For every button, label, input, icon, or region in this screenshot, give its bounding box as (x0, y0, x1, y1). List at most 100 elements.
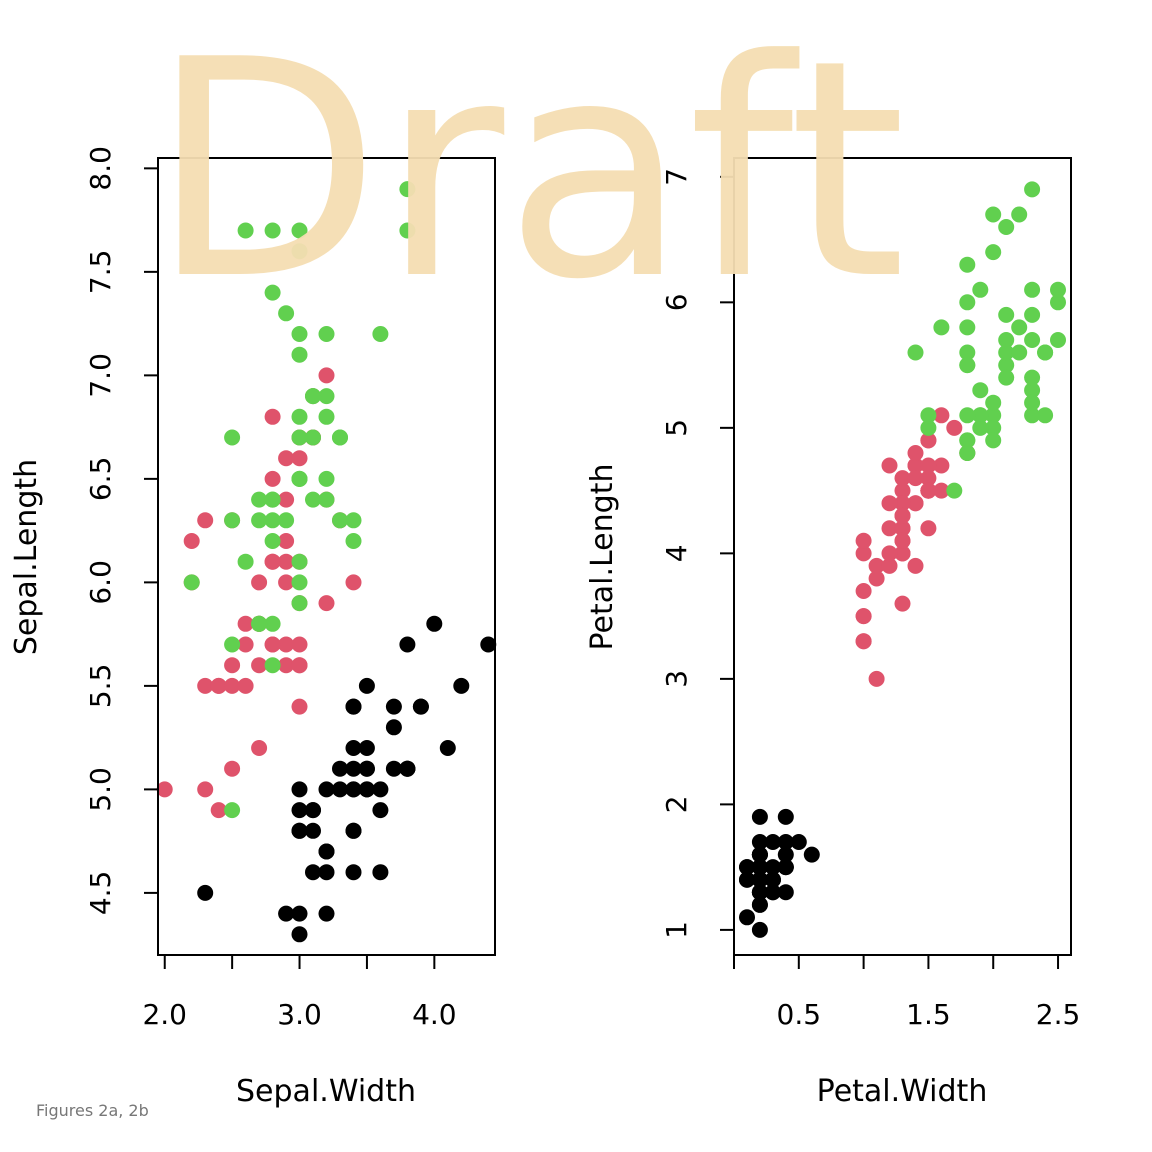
sepal-point-s0-6 (346, 864, 362, 880)
sepal-y-tick-label-7: 8.0 (84, 146, 117, 191)
sepal-point-s1-18 (184, 533, 200, 549)
petal-point-s1-27 (946, 420, 962, 436)
petal-point-s1-47 (895, 508, 911, 524)
petal-x-tick-label-2: 2.5 (1036, 998, 1081, 1031)
sepal-point-s1-19 (224, 657, 240, 673)
sepal-point-s1-9 (251, 740, 267, 756)
sepal-x-tick-label-0: 2.0 (142, 998, 187, 1031)
petal-point-s2-6 (946, 483, 962, 499)
sepal-point-s2-46 (224, 512, 240, 528)
petal-y-tick-label-0: 1 (660, 921, 693, 939)
petal-point-s2-46 (972, 420, 988, 436)
sepal-point-s0-42 (319, 906, 335, 922)
sepal-y-tick-label-1: 5.0 (84, 767, 117, 812)
petal-point-s1-42 (882, 545, 898, 561)
petal-point-s1-30 (869, 571, 885, 587)
petal-point-s1-23 (882, 458, 898, 474)
sepal-point-s2-42 (251, 616, 267, 632)
sepal-point-s2-48 (346, 533, 362, 549)
sepal-point-s2-19 (184, 574, 200, 590)
sepal-y-tick-label-0: 4.5 (84, 871, 117, 916)
sepal-point-s2-32 (265, 492, 281, 508)
petal-point-s2-20 (1024, 332, 1040, 348)
sepal-point-s1-4 (265, 471, 281, 487)
petal-point-s0-23 (791, 834, 807, 850)
petal-point-s2-39 (998, 370, 1014, 386)
sepal-point-s2-49 (292, 595, 308, 611)
sepal-point-s0-32 (440, 740, 456, 756)
sepal-point-s0-48 (386, 719, 402, 735)
petal-point-s2-17 (1011, 207, 1027, 223)
sepal-point-s2-36 (346, 512, 362, 528)
sepal-point-s0-24 (346, 823, 362, 839)
sepal-point-s1-33 (251, 574, 267, 590)
sepal-point-s0-36 (359, 678, 375, 694)
petal-point-s2-2 (998, 307, 1014, 323)
petal-x-ticks: 0.5 1.5 2.5 (734, 955, 1080, 1031)
sepal-point-s1-26 (265, 409, 281, 425)
petal-y-tick-label-2: 3 (660, 670, 693, 688)
petal-point-s0-22 (752, 922, 768, 938)
petal-point-s1-43 (856, 633, 872, 649)
draft-watermark: Draft (150, 0, 906, 345)
sepal-point-s2-47 (292, 471, 308, 487)
sepal-point-s2-27 (292, 554, 308, 570)
sepal-point-s2-2 (292, 347, 308, 363)
sepal-point-s1-34 (292, 699, 308, 715)
sepal-y-axis-title: Sepal.Length (9, 459, 44, 655)
sepal-point-s0-43 (359, 781, 375, 797)
sepal-point-s2-38 (292, 574, 308, 590)
petal-point-s2-35 (1024, 282, 1040, 298)
petal-point-s2-25 (959, 294, 975, 310)
sepal-point-s0-29 (319, 844, 335, 860)
sepal-point-s1-25 (292, 450, 308, 466)
petal-x-tick-label-1: 1.5 (906, 998, 951, 1031)
petal-point-s0-31 (778, 859, 794, 875)
petal-point-s1-26 (908, 445, 924, 461)
sepal-point-s2-44 (332, 430, 348, 446)
sepal-point-s1-37 (197, 512, 213, 528)
sepal-x-tick-label-1: 3.0 (277, 998, 322, 1031)
sepal-point-s1-38 (292, 657, 308, 673)
petal-point-s0-24 (752, 809, 768, 825)
petal-point-s1-49 (895, 533, 911, 549)
petal-point-s2-31 (985, 244, 1001, 260)
sepal-point-s2-33 (265, 512, 281, 528)
sepal-point-s1-48 (224, 761, 240, 777)
petal-point-s2-7 (959, 257, 975, 273)
petal-point-s2-18 (1024, 181, 1040, 197)
petal-point-s1-40 (882, 495, 898, 511)
sepal-point-s1-0 (319, 367, 335, 383)
sepal-point-s0-13 (292, 926, 308, 942)
sepal-y-ticks: 4.55.05.56.06.57.07.58.0 (84, 146, 158, 915)
sepal-point-s2-45 (292, 430, 308, 446)
petal-point-s0-44 (778, 809, 794, 825)
sepal-point-s0-18 (399, 637, 415, 653)
sepal-point-s0-25 (292, 781, 308, 797)
petal-point-s2-32 (1011, 345, 1027, 361)
sepal-point-s2-8 (224, 430, 240, 446)
sepal-point-s0-15 (480, 637, 496, 653)
sepal-point-s0-41 (197, 885, 213, 901)
sepal-point-s1-43 (197, 781, 213, 797)
sepal-point-s1-10 (157, 781, 173, 797)
petal-point-s2-29 (933, 319, 949, 335)
sepal-point-s0-38 (292, 906, 308, 922)
petal-point-s1-36 (920, 458, 936, 474)
petal-point-s2-43 (1024, 307, 1040, 323)
petal-point-s1-41 (908, 470, 924, 486)
petal-point-s2-4 (1011, 319, 1027, 335)
petal-point-s2-40 (1037, 345, 1053, 361)
petal-y-tick-label-4: 5 (660, 419, 693, 437)
petal-point-s1-17 (856, 533, 872, 549)
petal-point-s2-37 (959, 357, 975, 373)
petal-point-s2-30 (972, 282, 988, 298)
sepal-x-axis-title: Sepal.Width (236, 1074, 416, 1109)
sepal-point-s0-39 (346, 761, 362, 777)
petal-x-tick-label-0: 0.5 (777, 998, 822, 1031)
sepal-point-s1-23 (265, 554, 281, 570)
sepal-point-s0-45 (292, 823, 308, 839)
sepal-point-s2-10 (319, 471, 335, 487)
sepal-point-s2-43 (319, 409, 335, 425)
sepal-point-s0-37 (372, 802, 388, 818)
